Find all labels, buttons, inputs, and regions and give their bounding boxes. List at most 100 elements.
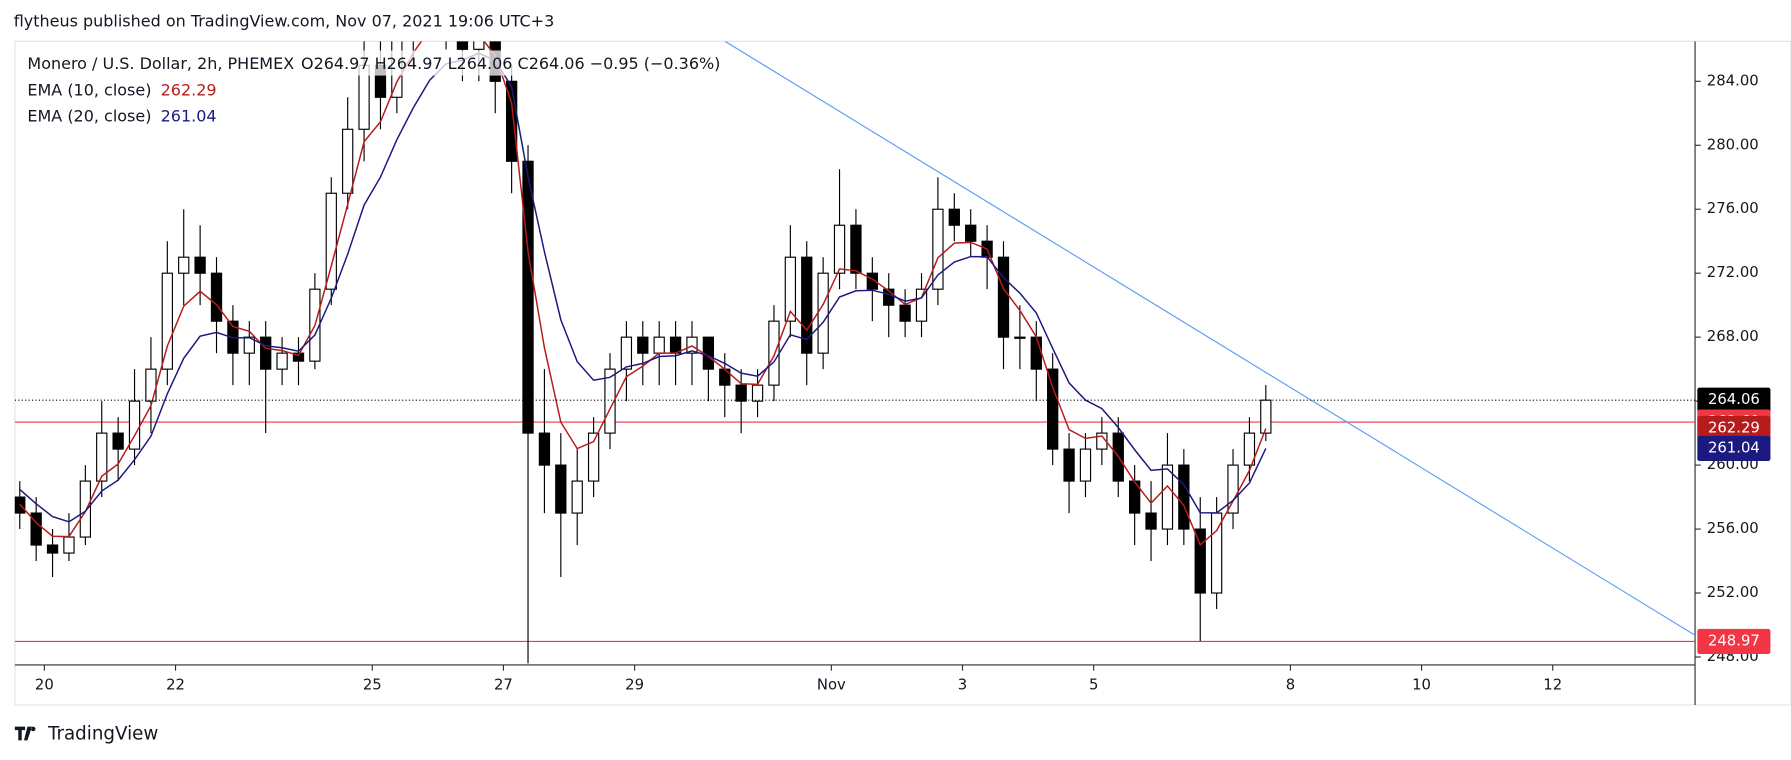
x-tick-label: 12 xyxy=(1543,677,1562,694)
candle-body xyxy=(30,512,42,546)
candle-body xyxy=(46,544,59,554)
candle-body xyxy=(1243,432,1256,466)
legend-ema10: EMA (10, close) 262.29 xyxy=(27,80,216,99)
ema-label: 262.29 xyxy=(1708,419,1760,436)
candle-body xyxy=(571,480,583,514)
candle-body xyxy=(505,80,518,162)
candle-body xyxy=(1178,464,1190,530)
candle-body xyxy=(702,336,715,370)
candle-body xyxy=(637,336,649,354)
legend-value: 262.29 xyxy=(161,80,217,99)
candle-body xyxy=(751,384,764,402)
candle-body xyxy=(604,368,616,434)
candle-body xyxy=(1260,399,1272,434)
candle-body xyxy=(325,192,337,290)
candle-body xyxy=(522,160,534,434)
candle-body xyxy=(653,336,665,354)
legend-name: EMA (10, close) xyxy=(27,80,151,99)
x-tick-label: 27 xyxy=(494,677,513,694)
candle-body xyxy=(276,352,288,370)
ema-label-bg xyxy=(1697,415,1771,442)
candle-body xyxy=(342,128,354,194)
candle-body xyxy=(866,272,878,290)
candle-body xyxy=(1161,464,1174,530)
candle-body xyxy=(473,41,485,50)
candle-body xyxy=(915,288,928,322)
y-tick-label: 276.00 xyxy=(1707,200,1759,217)
ema-label-bg xyxy=(1697,435,1771,462)
candle-body xyxy=(210,272,223,322)
candle-body xyxy=(96,432,108,482)
y-tick-label: 272.00 xyxy=(1707,264,1759,281)
y-tick-label: 284.00 xyxy=(1707,72,1759,89)
candle-body xyxy=(669,336,682,354)
legend-value: 261.04 xyxy=(161,106,217,125)
last-price-label: 264.06 xyxy=(1708,391,1760,408)
candle-body xyxy=(801,256,813,354)
candle-body xyxy=(817,272,829,354)
candle-body xyxy=(735,384,747,402)
candle-body xyxy=(538,432,551,466)
x-tick-label: 10 xyxy=(1412,677,1431,694)
y-tick-label: 280.00 xyxy=(1707,136,1759,153)
frame xyxy=(14,40,1791,706)
candle-body xyxy=(178,256,190,274)
y-tick-label: 268.00 xyxy=(1707,328,1759,345)
ema-line xyxy=(19,52,1267,523)
y-tick-label: 256.00 xyxy=(1707,520,1759,537)
candle-body xyxy=(456,41,469,50)
plot xyxy=(14,41,1696,664)
last-price-label-bg xyxy=(1697,387,1771,413)
candle-body xyxy=(948,208,960,226)
candle-body xyxy=(260,336,272,370)
candle-body xyxy=(194,256,206,274)
candle-body xyxy=(1194,528,1206,594)
legend-bg xyxy=(22,50,732,76)
candle-body xyxy=(883,288,895,306)
hline-label: 248.97 xyxy=(1708,632,1760,649)
candle-body xyxy=(965,224,977,242)
candle-body xyxy=(292,352,305,362)
x-tick-label: Nov xyxy=(817,677,846,694)
candle-body xyxy=(79,480,92,538)
y-tick-label: 252.00 xyxy=(1707,584,1759,601)
candle-body xyxy=(1014,336,1026,339)
candle-body xyxy=(1079,448,1092,482)
candle-body xyxy=(1145,512,1157,530)
ema-line xyxy=(19,41,1267,547)
trendline xyxy=(724,41,1696,636)
symbol: Monero / U.S. Dollar, 2h, PHEMEX xyxy=(27,54,294,73)
legend-name: EMA (20, close) xyxy=(27,106,151,125)
x-tick-label: 8 xyxy=(1286,677,1295,694)
candle-body xyxy=(555,464,567,514)
candle-body xyxy=(1047,368,1059,450)
x-tick-label: 5 xyxy=(1089,677,1098,694)
candle-body xyxy=(833,224,846,274)
legend-title: Monero / U.S. Dollar, 2h, PHEMEX O264.97 … xyxy=(27,54,720,73)
candle-body xyxy=(850,224,862,274)
candle-body xyxy=(145,368,157,402)
candle-body xyxy=(768,320,780,386)
candle-body xyxy=(620,336,633,370)
candle-body xyxy=(587,432,600,482)
candle-body xyxy=(1030,336,1042,370)
header: flytheus published on TradingView.com, N… xyxy=(14,11,555,30)
candle-body xyxy=(1063,448,1075,482)
candle-body xyxy=(161,272,173,370)
logo: TradingView xyxy=(14,724,158,745)
candle-body xyxy=(899,304,911,322)
ohlc-legend: O264.97 H264.97 L264.06 C264.06 −0.95 (−… xyxy=(301,54,720,73)
footer: TradingView xyxy=(47,724,158,745)
x-tick-label: 29 xyxy=(625,677,644,694)
candle-body xyxy=(932,208,944,290)
x-tick-label: 20 xyxy=(35,677,54,694)
hline-label-bg xyxy=(1697,628,1771,655)
candle-body xyxy=(63,536,75,554)
x-tick-label: 22 xyxy=(166,677,185,694)
axes: 248.00252.00256.00260.00264.00268.00272.… xyxy=(35,72,1771,694)
legend-ema20: EMA (20, close) 261.04 xyxy=(27,106,216,125)
x-tick-label: 3 xyxy=(958,677,967,694)
candle-body xyxy=(784,256,797,322)
